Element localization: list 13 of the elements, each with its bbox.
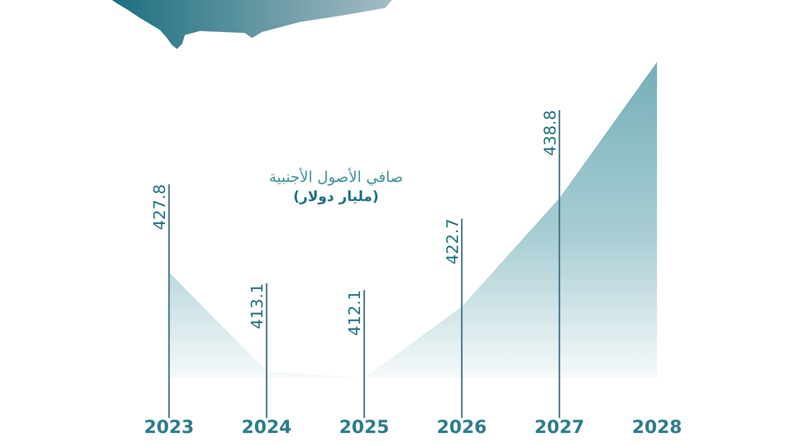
x-tick-label: 2023	[144, 416, 194, 438]
x-tick-label: 2026	[436, 416, 487, 438]
text: (مليار دولار)	[292, 188, 380, 207]
data-label: 422.7	[442, 218, 462, 264]
x-tick-label: 2025	[339, 416, 390, 438]
data-label: 412.1	[345, 290, 364, 336]
data-label: 427.8	[150, 184, 169, 230]
data-label: 438.8	[540, 110, 560, 156]
x-tick-label: 2024	[242, 416, 292, 438]
x-tick-label: 2027	[534, 416, 584, 438]
x-tick-label: 2028	[632, 416, 682, 438]
text: صافي الأصول الأجنبية	[268, 167, 404, 187]
data-label: 413.1	[248, 283, 267, 330]
